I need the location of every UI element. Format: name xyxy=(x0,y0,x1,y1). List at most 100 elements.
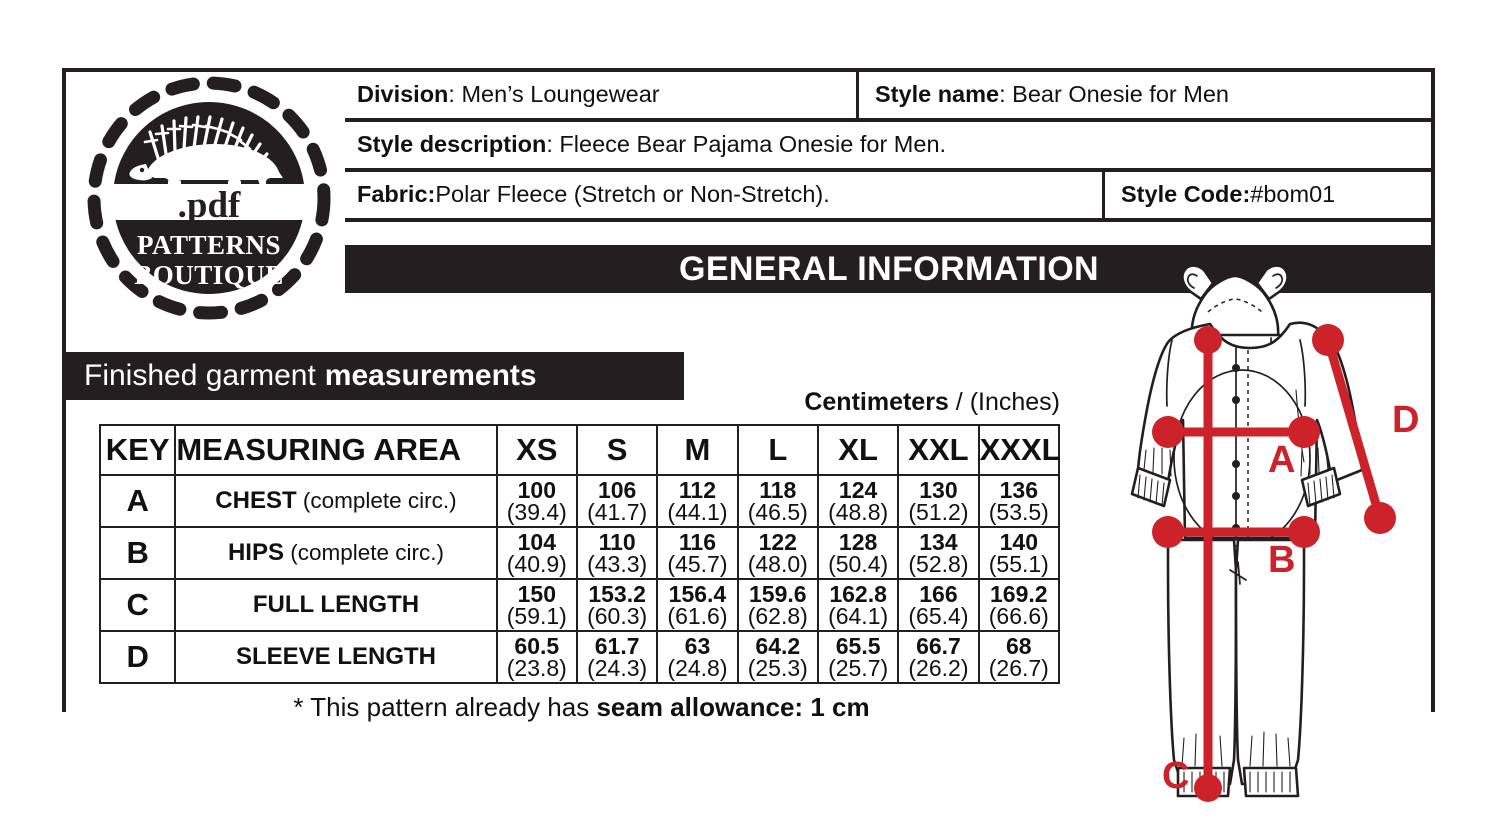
style-code-label: Style Code: xyxy=(1121,180,1251,207)
bear-ear-left-icon xyxy=(1181,264,1215,301)
finished-garment-prefix: Finished garment xyxy=(84,359,316,392)
value-cm: 61.7 xyxy=(594,632,640,659)
value-cm: 64.2 xyxy=(755,632,801,659)
row-value-cell: 128 (50.4) xyxy=(816,526,900,580)
row-value-cell: 156.4 (61.6) xyxy=(656,578,739,632)
style-name-label: Style name xyxy=(875,80,1000,107)
brand-logo: .pdf PATTERNS BOUTIQUE xyxy=(84,72,334,324)
value-cm: 66.7 xyxy=(916,632,961,659)
measure-line-c xyxy=(1194,326,1222,802)
value-inch: (48.0) xyxy=(747,550,808,577)
fabric-label: Fabric: xyxy=(357,180,436,207)
value-inch: (23.8) xyxy=(506,654,567,681)
measure-line-d xyxy=(1312,324,1396,534)
row-value-cell: 118 (46.5) xyxy=(736,474,819,528)
value-cm: 118 xyxy=(759,476,797,503)
fabric-value: Polar Fleece (Stretch or Non-Stretch). xyxy=(435,180,830,207)
row-value-cell: 68 (26.7) xyxy=(977,630,1061,684)
row-area-bold: HIPS xyxy=(227,539,284,566)
value-cm: 136 xyxy=(999,476,1038,503)
row-area-rest: (complete circ.) xyxy=(283,540,444,565)
value-cm: 68 xyxy=(1006,632,1032,659)
row-value-cell: 100 (39.4) xyxy=(495,474,578,528)
value-cm: 159.6 xyxy=(749,580,807,607)
logo-boutique-text: BOUTIQUE xyxy=(134,260,284,290)
style-description-value: : Fleece Bear Pajama Onesie for Men. xyxy=(546,130,947,157)
measure-line-a xyxy=(1152,416,1320,448)
row-area-bold: CHEST xyxy=(215,487,297,514)
value-cm: 110 xyxy=(598,528,636,555)
cuff-left xyxy=(1130,447,1172,508)
row-area-bold: SLEEVE LENGTH xyxy=(235,643,436,670)
finished-garment-banner: Finished garment measurements xyxy=(66,352,684,400)
style-description-cell: Style description: Fleece Bear Pajama On… xyxy=(345,122,1433,168)
style-code-cell: Style Code: #bom01 xyxy=(1105,172,1433,218)
value-cm: 112 xyxy=(678,476,717,503)
value-inch: (52.8) xyxy=(908,550,969,577)
value-cm: 150 xyxy=(517,580,556,607)
row-value-cell: 130 (51.2) xyxy=(897,474,980,528)
value-inch: (24.8) xyxy=(667,654,728,681)
logo-pdf-text: .pdf xyxy=(178,185,241,226)
row-area-cell: HIPS (complete circ.) xyxy=(174,526,498,580)
value-inch: (45.7) xyxy=(667,550,728,577)
value-inch: (48.8) xyxy=(828,498,889,525)
row-area-cell: SLEEVE LENGTH xyxy=(174,630,498,684)
value-cm: 128 xyxy=(838,528,878,555)
units-primary: Centimeters xyxy=(804,388,949,416)
th-size-xxxl: XXXL xyxy=(977,424,1061,476)
seam-allowance-note: * This pattern already has seam allowanc… xyxy=(99,692,1064,723)
th-size-l: L xyxy=(736,424,819,476)
style-code-value: #bom01 xyxy=(1250,180,1336,207)
value-inch: (46.5) xyxy=(747,498,808,525)
header-row-style-description: Style description: Fleece Bear Pajama On… xyxy=(345,122,1433,172)
units-separator: / xyxy=(948,388,970,416)
value-cm: 124 xyxy=(838,476,878,503)
row-value-cell: 64.2 (25.3) xyxy=(736,630,819,684)
value-inch: (66.6) xyxy=(988,602,1049,629)
value-cm: 116 xyxy=(678,528,717,555)
row-value-cell: 63 (24.8) xyxy=(656,630,739,684)
row-value-cell: 112 (44.1) xyxy=(656,474,739,528)
style-name-value: : Bear Onesie for Men xyxy=(999,80,1229,107)
row-area-cell: FULL LENGTH xyxy=(174,578,498,632)
row-area-rest: (complete circ.) xyxy=(296,488,457,513)
value-inch: (50.4) xyxy=(828,550,889,577)
value-cm: 106 xyxy=(597,476,637,503)
th-size-xs: XS xyxy=(495,424,578,476)
general-information-title: GENERAL INFORMATION xyxy=(679,249,1099,288)
division-label: Division xyxy=(357,80,449,107)
value-inch: (62.8) xyxy=(747,602,808,629)
th-size-xl: XL xyxy=(816,424,900,476)
value-inch: (25.3) xyxy=(747,654,808,681)
row-value-cell: 124 (48.8) xyxy=(816,474,900,528)
row-value-cell: 153.2 (60.3) xyxy=(575,578,659,632)
division-value: : Men’s Loungewear xyxy=(448,80,660,107)
measurements-table: KEY MEASURING AREA XS S M L XL XXL XXXL … xyxy=(98,424,1061,684)
value-cm: 60.5 xyxy=(514,632,560,659)
value-inch: (25.7) xyxy=(828,654,889,681)
general-information-banner: GENERAL INFORMATION xyxy=(345,245,1433,293)
th-size-xxl: XXL xyxy=(897,424,980,476)
row-value-cell: 116 (45.7) xyxy=(656,526,739,580)
value-inch: (43.3) xyxy=(587,550,648,577)
row-key-cell: A xyxy=(98,474,177,528)
value-inch: (40.9) xyxy=(506,550,567,577)
row-key-cell: C xyxy=(98,578,177,632)
value-cm: 166 xyxy=(919,580,958,607)
value-inch: (26.7) xyxy=(988,654,1049,681)
style-description-label: Style description xyxy=(357,130,547,157)
value-cm: 153.2 xyxy=(588,580,646,607)
row-value-cell: 140 (55.1) xyxy=(977,526,1061,580)
units-label: Centimeters / (Inches) xyxy=(760,388,1060,417)
value-inch: (26.2) xyxy=(908,654,969,681)
row-value-cell: 122 (48.0) xyxy=(736,526,819,580)
row-area-cell: CHEST (complete circ.) xyxy=(174,474,498,528)
value-cm: 140 xyxy=(999,528,1038,555)
bear-ear-right-icon xyxy=(1255,264,1289,301)
measure-label-d: D xyxy=(1392,399,1419,441)
value-cm: 65.5 xyxy=(835,632,881,659)
logo-patterns-text: PATTERNS xyxy=(137,230,281,260)
value-cm: 122 xyxy=(758,528,797,555)
table-row: A CHEST (complete circ.) 100 (39.4) 106 (41.7… xyxy=(98,474,1061,528)
